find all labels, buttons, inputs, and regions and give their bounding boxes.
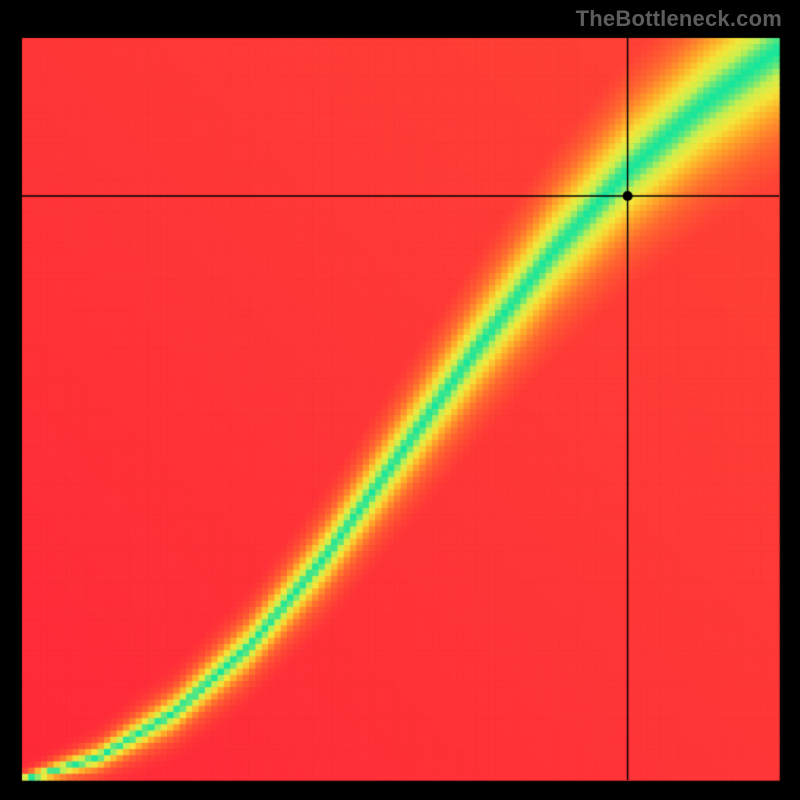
- figure-container: TheBottleneck.com: [0, 0, 800, 800]
- heatmap-canvas: [0, 0, 800, 800]
- watermark-text: TheBottleneck.com: [576, 6, 782, 32]
